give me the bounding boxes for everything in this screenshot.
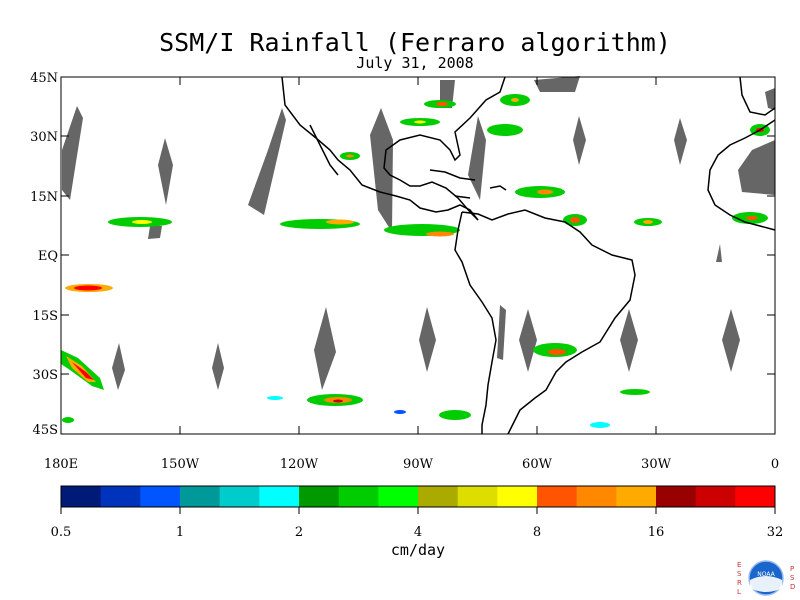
lon-labels: 180E 150W 120W 90W 60W 30W 0 — [44, 457, 779, 472]
colorbar-swatch — [695, 486, 736, 507]
lon-label: 90W — [403, 457, 434, 472]
esrl-psd-noaa-logo: E S R L NOAA P S D — [737, 560, 795, 596]
lon-label: 30W — [641, 457, 672, 472]
colorbar-swatch — [497, 486, 538, 507]
colorbar-swatch — [735, 486, 776, 507]
colorbar-swatch — [100, 486, 141, 507]
axis-ticks — [60, 76, 776, 435]
rain-patch — [307, 394, 363, 406]
coastlines — [281, 76, 776, 435]
lon-label: 0 — [771, 457, 779, 472]
colorbar-ticks — [60, 507, 776, 514]
colorbar-swatch — [378, 486, 419, 507]
lat-label: 30N — [30, 130, 58, 145]
rain-patch — [65, 284, 113, 292]
rain-patch — [108, 186, 768, 237]
colorbar-tick-label: 0.5 — [51, 525, 72, 540]
colorbar-swatch — [61, 486, 102, 507]
map-background — [61, 77, 775, 434]
colorbar-tick-label: 4 — [414, 525, 422, 540]
colorbar-tick-label: 8 — [533, 525, 541, 540]
colorbar-swatch — [338, 486, 379, 507]
logo-letter: L — [737, 588, 741, 596]
colorbar-swatch — [140, 486, 181, 507]
lon-label: 120W — [280, 457, 319, 472]
lat-label: 45N — [30, 71, 58, 86]
noaa-bird-icon — [750, 576, 782, 592]
lat-label: 15N — [30, 190, 58, 205]
lat-label: 15S — [33, 309, 58, 324]
rain-patch — [533, 343, 577, 357]
lon-label: 150W — [161, 457, 200, 472]
lat-label: EQ — [38, 249, 58, 264]
logo-letter: P — [790, 565, 794, 573]
lon-label: 60W — [522, 457, 553, 472]
colorbar-swatch — [219, 486, 260, 507]
colorbar-tick-label: 2 — [295, 525, 303, 540]
lat-label: 30S — [33, 368, 58, 383]
colorbar-swatch — [418, 486, 459, 507]
map-area — [60, 76, 776, 435]
colorbar-swatch — [576, 486, 617, 507]
chart-title: SSM/I Rainfall (Ferraro algorithm) — [159, 28, 671, 57]
no-data-swaths — [62, 76, 775, 390]
chart-date: July 31, 2008 — [356, 54, 474, 72]
lon-label: 180E — [44, 457, 78, 472]
logo-letter: D — [790, 583, 795, 591]
colorbar-swatch — [299, 486, 340, 507]
logo-letter: R — [737, 579, 742, 587]
colorbar-swatch — [656, 486, 697, 507]
colorbar-swatch — [259, 486, 300, 507]
colorbar-tick-label: 16 — [648, 525, 665, 540]
noaa-badge-text: NOAA — [757, 571, 775, 578]
colorbar-swatch — [537, 486, 578, 507]
colorbar-unit-label: cm/day — [391, 541, 445, 559]
colorbar: 0.5 1 2 4 8 16 32 cm/day — [51, 485, 784, 559]
colorbar-swatch — [180, 486, 221, 507]
colorbar-swatches — [61, 486, 776, 507]
logo-letter: S — [790, 574, 795, 582]
colorbar-swatch — [457, 486, 498, 507]
rain-patch — [61, 350, 104, 390]
colorbar-tick-label: 32 — [767, 525, 784, 540]
colorbar-tick-label: 1 — [176, 525, 184, 540]
lat-labels: 45N 30N 15N EQ 15S 30S 45S — [30, 71, 58, 438]
colorbar-swatch — [616, 486, 657, 507]
logo-letter: S — [737, 570, 742, 578]
logo-letter: E — [737, 561, 741, 569]
lat-label: 45S — [33, 423, 58, 438]
